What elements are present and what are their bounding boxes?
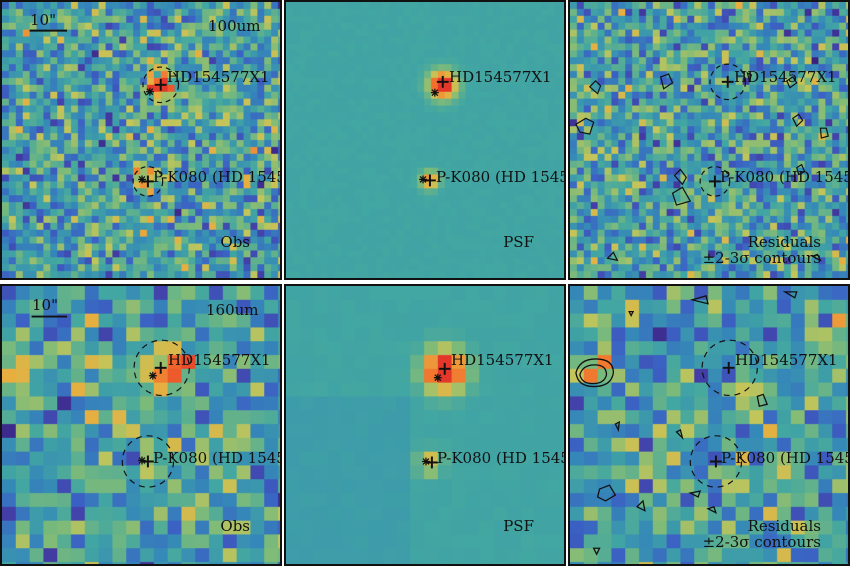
plus-marker: [141, 455, 154, 468]
aperture-circle: [689, 435, 743, 488]
contour-note: ±2-3σ contours: [702, 248, 821, 267]
panel-160um-obs: 10" 160um HD154577X1 P-K080 (HD 1545 Obs: [0, 284, 282, 566]
plus-marker: [722, 361, 735, 374]
aperture-circle: [121, 435, 175, 488]
plus-marker: [154, 78, 167, 91]
source-label: HD154577X1: [735, 351, 838, 369]
panel-label: Obs: [220, 233, 250, 251]
pixel-map: [2, 286, 280, 564]
panel-100um-obs: 10" 100um HD154577X1 P-K080 (HD 1545 Obs: [0, 0, 282, 280]
plus-marker: [425, 456, 438, 469]
source-label: HD154577X1: [168, 351, 271, 369]
source-label: HD154577X1: [451, 351, 554, 369]
aperture-circle: [133, 339, 190, 397]
star-marker: [148, 371, 157, 380]
star-marker: [138, 175, 146, 184]
star-marker: [430, 88, 439, 97]
overlay: [422, 362, 451, 469]
panel-160um-psf: HD154577X1 P-K080 (HD 1545 PSF: [284, 284, 566, 566]
overlay: [575, 291, 798, 556]
plus-marker: [721, 75, 734, 88]
star-marker: [422, 457, 430, 466]
source-label: P-K080 (HD 1545: [153, 168, 282, 186]
source-label: HD154577X1: [734, 68, 837, 86]
plus-marker: [424, 174, 436, 187]
source-label: HD154577X1: [449, 68, 552, 86]
star-marker: [138, 456, 146, 465]
band-label: 160um: [206, 301, 259, 319]
star-marker: [145, 87, 154, 96]
contour-note: ±2-3σ contours: [702, 532, 821, 551]
panel-label: PSF: [503, 517, 534, 535]
panel-100um-residuals: HD154577X1 P-K080 (HD 1545 Residuals ±2-…: [568, 0, 850, 280]
pixel-map: [286, 2, 564, 278]
residuals-label: Residuals ±2-3σ contours: [702, 233, 821, 267]
plus-marker: [436, 75, 449, 88]
aperture-circle: [701, 339, 758, 397]
aperture-circle: [709, 63, 747, 101]
plus-marker: [154, 361, 167, 374]
panel-160um-residuals: HD154577X1 P-K080 (HD 1545 Residuals ±2-…: [568, 284, 850, 566]
contours: [575, 71, 829, 262]
panel-label: Obs: [220, 517, 250, 535]
star-marker: [433, 373, 442, 382]
panel-100um-psf: HD154577X1 P-K080 (HD 1545 PSF: [284, 0, 566, 280]
residuals-label: Residuals ±2-3σ contours: [702, 517, 821, 551]
contours: [575, 291, 798, 556]
aperture-circle: [699, 166, 731, 197]
aperture-circle: [142, 66, 180, 104]
panel-label: Residuals: [747, 517, 821, 535]
overlay: [29, 29, 180, 197]
source-label: P-K080 (HD 1545: [437, 449, 566, 467]
scale-bar-label: 10": [32, 296, 58, 314]
pixel-map: [570, 2, 848, 278]
aperture-circle: [132, 166, 164, 197]
band-label: 100um: [208, 17, 261, 35]
source-label: P-K080 (HD 1545: [153, 449, 282, 467]
source-label: P-K080 (HD 1545: [721, 449, 850, 467]
source-label: P-K080 (HD 1545: [720, 168, 850, 186]
overlay: [575, 63, 829, 262]
plus-marker: [709, 175, 721, 188]
pixel-map: [2, 2, 280, 278]
panel-label: Residuals: [747, 233, 821, 251]
pixel-map: [286, 286, 564, 564]
scale-bar-label: 10": [30, 11, 56, 29]
source-label: HD154577X1: [167, 68, 270, 86]
plus-marker: [709, 455, 722, 468]
plus-marker: [438, 362, 451, 375]
overlay: [419, 75, 449, 187]
overlay: [31, 315, 190, 488]
star-marker: [419, 175, 427, 184]
source-label: P-K080 (HD 1545: [436, 168, 566, 186]
panel-label: PSF: [503, 233, 534, 251]
